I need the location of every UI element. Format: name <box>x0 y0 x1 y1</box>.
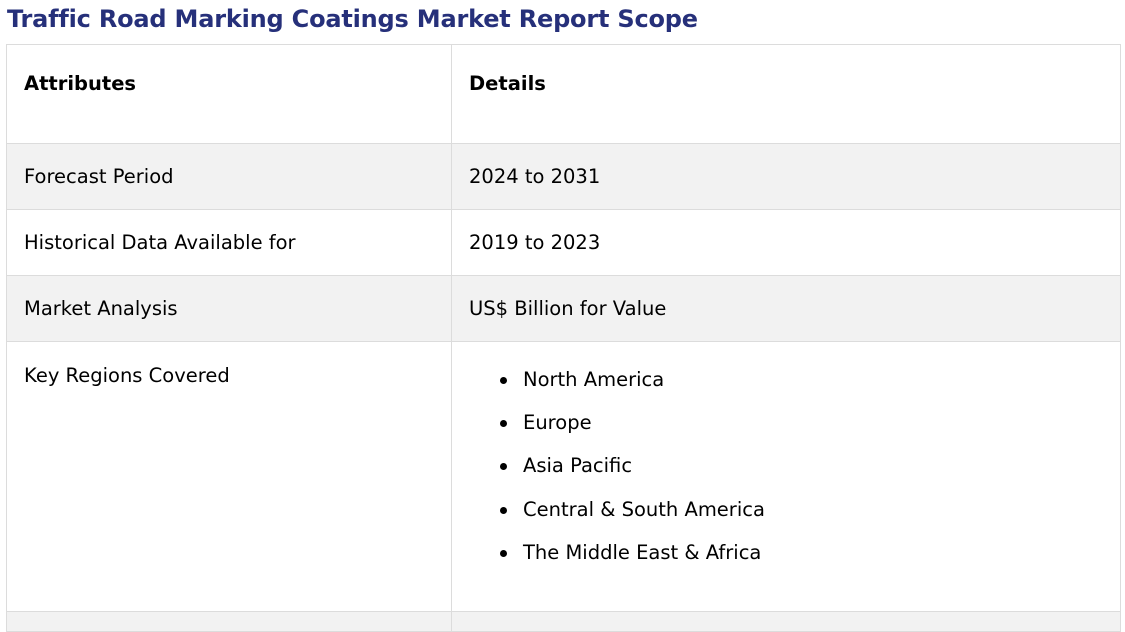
list-item: North America <box>500 368 1120 411</box>
attribute-cell: Historical Data Available for <box>6 209 452 276</box>
region-label: North America <box>523 368 665 391</box>
details-cell: 2019 to 2023 <box>451 209 1121 276</box>
details-cell <box>451 611 1121 632</box>
list-item: Asia Pacific <box>500 454 1120 497</box>
bullet-icon <box>500 506 507 514</box>
report-scope-table: Attributes Details Forecast Period 2024 … <box>6 44 1121 632</box>
list-item: The Middle East & Africa <box>500 540 1120 584</box>
region-label: Central & South America <box>523 497 765 521</box>
bullet-icon <box>500 420 507 428</box>
bullet-icon <box>500 549 507 557</box>
region-label: Europe <box>523 411 592 435</box>
region-list: North America Europe Asia Pacific Centra… <box>469 368 1120 584</box>
table-row-regions: Key Regions Covered North America Europe… <box>6 341 1121 612</box>
attribute-cell <box>6 611 452 632</box>
details-cell: 2024 to 2031 <box>451 143 1121 210</box>
details-cell: North America Europe Asia Pacific Centra… <box>451 341 1121 612</box>
table-row-partial <box>6 611 1121 632</box>
attribute-cell: Market Analysis <box>6 275 452 342</box>
list-item: Central & South America <box>500 497 1120 541</box>
table-header-row: Attributes Details <box>6 44 1121 144</box>
details-cell: US$ Billion for Value <box>451 275 1121 342</box>
header-attributes: Attributes <box>6 44 452 144</box>
bullet-icon <box>500 377 507 384</box>
table-row: Forecast Period 2024 to 2031 <box>6 143 1121 210</box>
table-row: Market Analysis US$ Billion for Value <box>6 275 1121 342</box>
region-label: Asia Pacific <box>523 454 633 478</box>
table-row: Historical Data Available for 2019 to 20… <box>6 209 1121 276</box>
page-title: Traffic Road Marking Coatings Market Rep… <box>7 5 698 33</box>
attribute-cell: Forecast Period <box>6 143 452 210</box>
list-item: Europe <box>500 411 1120 454</box>
region-label: The Middle East & Africa <box>523 540 762 564</box>
attribute-cell: Key Regions Covered <box>6 341 452 612</box>
header-details: Details <box>451 44 1121 144</box>
bullet-icon <box>500 463 507 471</box>
